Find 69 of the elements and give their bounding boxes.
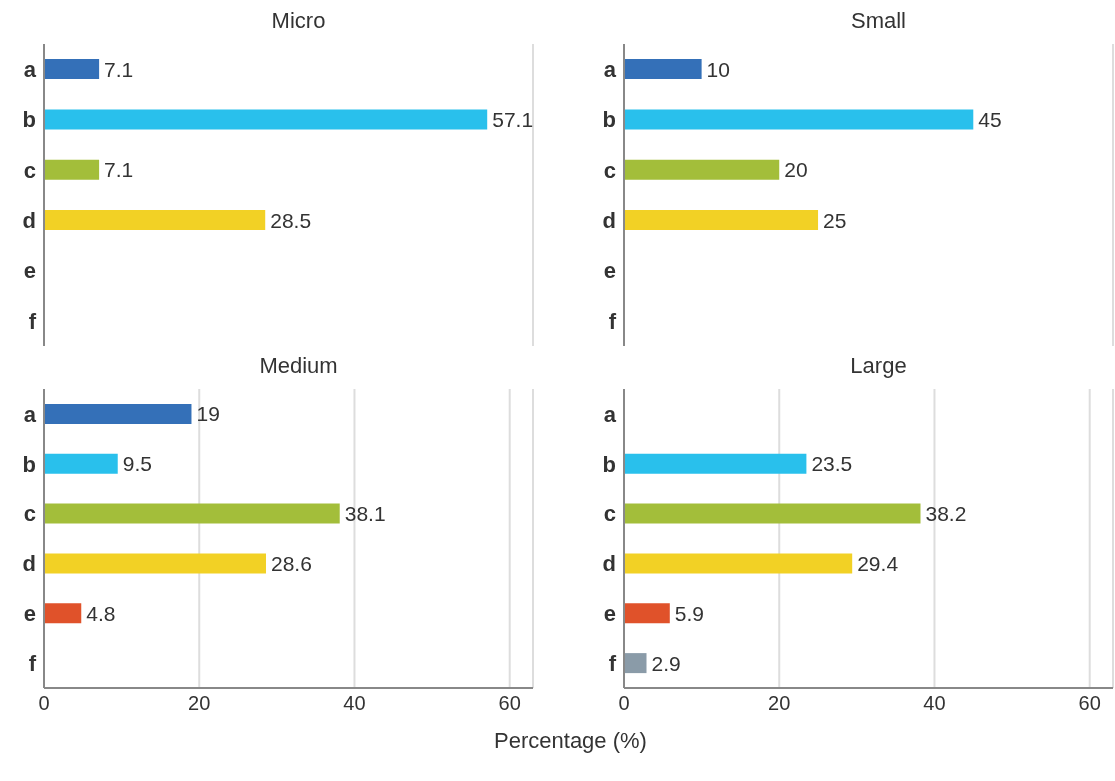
bar (624, 603, 670, 624)
bar (44, 503, 340, 524)
data-label: 45 (978, 107, 1002, 131)
y-tick-label: c (603, 501, 616, 527)
data-label: 7.1 (104, 158, 134, 182)
data-label: 38.2 (925, 502, 967, 526)
y-tick-label: a (23, 56, 37, 82)
bar (624, 159, 780, 180)
y-tick-label: b (602, 451, 616, 477)
x-tick-label: 40 (343, 692, 366, 715)
y-tick-label: c (603, 157, 616, 183)
data-label: 20 (784, 158, 808, 182)
bar (44, 603, 82, 624)
y-tick-label: c (23, 501, 36, 527)
bar (44, 553, 266, 574)
bar (624, 653, 647, 674)
data-label: 19 (196, 402, 220, 426)
x-tick-label: 60 (1078, 692, 1101, 715)
y-tick-label: f (608, 308, 617, 334)
bar (624, 453, 807, 474)
data-label: 2.9 (651, 651, 681, 675)
chart-title: Micro (270, 8, 327, 35)
data-label: 28.5 (270, 208, 312, 232)
y-tick-label: f (28, 650, 37, 676)
x-axis-title: Percentage (%) (493, 728, 648, 754)
bar (624, 210, 819, 231)
bar (44, 453, 118, 474)
y-tick-label: b (602, 107, 616, 133)
y-tick-label: d (22, 207, 36, 233)
y-tick-label: e (23, 258, 36, 284)
y-tick-label: a (23, 401, 37, 427)
x-tick-label: 0 (618, 692, 630, 715)
x-tick-label: 20 (188, 692, 211, 715)
y-tick-label: e (603, 258, 616, 284)
chart-title: Medium (258, 353, 339, 380)
chart-title: Large (849, 353, 908, 380)
y-tick-label: a (603, 401, 617, 427)
x-tick-label: 60 (498, 692, 521, 715)
data-label: 5.9 (674, 601, 704, 625)
y-tick-label: e (603, 601, 616, 627)
data-label: 28.6 (270, 551, 312, 575)
y-tick-label: e (23, 601, 36, 627)
y-tick-label: b (22, 107, 36, 133)
x-tick-label: 0 (38, 692, 50, 715)
y-tick-label: b (22, 451, 36, 477)
bar (624, 59, 702, 80)
data-label: 57.1 (492, 107, 534, 131)
data-label: 4.8 (86, 601, 116, 625)
y-tick-label: a (603, 56, 617, 82)
y-tick-label: d (22, 551, 36, 577)
y-tick-label: d (602, 551, 616, 577)
chart-title: Small (850, 8, 907, 35)
data-label: 7.1 (104, 57, 134, 81)
data-label: 29.4 (857, 551, 899, 575)
data-label: 23.5 (811, 452, 853, 476)
y-tick-label: c (23, 157, 36, 183)
data-label: 25 (823, 208, 847, 232)
y-tick-label: f (28, 308, 37, 334)
x-tick-label: 40 (923, 692, 946, 715)
bar (44, 403, 192, 424)
bar (624, 553, 853, 574)
x-tick-label: 20 (768, 692, 791, 715)
bar (624, 109, 974, 130)
y-tick-label: f (608, 650, 617, 676)
bar (624, 503, 921, 524)
data-label: 9.5 (122, 452, 152, 476)
y-tick-label: d (602, 207, 616, 233)
data-label: 38.1 (344, 502, 386, 526)
data-label: 10 (706, 57, 730, 81)
